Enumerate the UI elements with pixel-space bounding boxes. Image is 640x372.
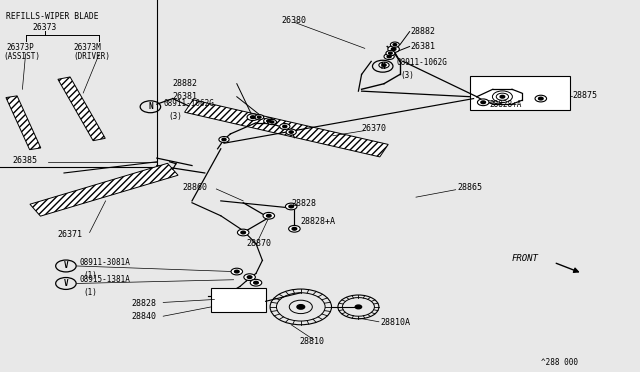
Circle shape [285, 203, 297, 210]
Circle shape [267, 120, 271, 122]
Circle shape [264, 118, 274, 124]
Circle shape [231, 268, 243, 275]
Text: ^288 000: ^288 000 [541, 358, 578, 367]
Polygon shape [30, 163, 178, 216]
Circle shape [492, 91, 513, 103]
Circle shape [477, 99, 489, 106]
Circle shape [390, 42, 399, 47]
Text: 28828: 28828 [292, 199, 317, 208]
Polygon shape [184, 100, 388, 157]
Circle shape [283, 125, 287, 128]
Text: 08911-3081A: 08911-3081A [79, 258, 130, 267]
Circle shape [247, 276, 252, 279]
Circle shape [289, 205, 294, 208]
Polygon shape [58, 77, 105, 141]
Circle shape [250, 279, 262, 286]
Text: FRONT: FRONT [512, 254, 539, 263]
Circle shape [255, 115, 264, 120]
Circle shape [270, 121, 274, 123]
Text: 26385: 26385 [13, 156, 38, 165]
Circle shape [266, 214, 271, 217]
Circle shape [387, 55, 391, 58]
Text: REFILLS-WIPER BLADE: REFILLS-WIPER BLADE [6, 12, 99, 21]
Circle shape [289, 131, 293, 133]
Circle shape [241, 231, 246, 234]
Circle shape [250, 116, 255, 119]
Circle shape [388, 46, 399, 52]
Text: 28810: 28810 [300, 337, 324, 346]
Circle shape [355, 305, 362, 309]
Circle shape [247, 114, 259, 121]
Circle shape [292, 227, 297, 230]
Text: 26381: 26381 [411, 42, 436, 51]
Text: 28828: 28828 [131, 299, 156, 308]
Text: N: N [380, 62, 385, 71]
Text: 08911-1062G: 08911-1062G [164, 99, 214, 108]
Text: (ASSIST): (ASSIST) [3, 52, 40, 61]
Circle shape [391, 48, 396, 51]
Text: 26381: 26381 [173, 92, 198, 101]
Circle shape [384, 54, 394, 60]
Text: 28882: 28882 [411, 27, 436, 36]
Circle shape [386, 51, 395, 56]
Text: V: V [63, 279, 68, 288]
Bar [211, 288, 266, 312]
Text: 26373: 26373 [33, 23, 57, 32]
Text: 28840: 28840 [131, 312, 156, 321]
Polygon shape [6, 96, 41, 150]
Text: 28875: 28875 [573, 92, 598, 100]
Circle shape [222, 138, 226, 141]
Text: (3): (3) [401, 71, 415, 80]
Text: (DRIVER): (DRIVER) [74, 52, 111, 61]
Text: V: V [63, 262, 68, 270]
Text: 08911-1062G: 08911-1062G [396, 58, 447, 67]
Bar [470, 76, 570, 110]
Text: (1): (1) [84, 288, 98, 297]
Circle shape [257, 116, 261, 118]
Text: 28828+A: 28828+A [301, 217, 336, 226]
Circle shape [234, 270, 239, 273]
Text: 28828+A: 28828+A [490, 100, 522, 109]
Circle shape [286, 129, 296, 135]
Text: 28882: 28882 [173, 79, 198, 88]
Text: 28860: 28860 [182, 183, 207, 192]
Text: N: N [148, 102, 153, 111]
Circle shape [481, 101, 486, 104]
Text: 26371: 26371 [58, 230, 83, 239]
Text: 26380: 26380 [282, 16, 307, 25]
Circle shape [237, 229, 249, 236]
Text: (1): (1) [84, 271, 98, 280]
Circle shape [263, 212, 275, 219]
Text: 26373P: 26373P [6, 43, 34, 52]
Text: 28865: 28865 [458, 183, 483, 192]
Circle shape [289, 225, 300, 232]
Circle shape [393, 44, 397, 46]
Text: 28810A: 28810A [381, 318, 411, 327]
Circle shape [244, 274, 255, 280]
Circle shape [379, 62, 389, 68]
Circle shape [297, 305, 305, 309]
Circle shape [538, 97, 543, 100]
Circle shape [388, 52, 392, 54]
Text: (3): (3) [168, 112, 182, 121]
Text: 26370: 26370 [362, 124, 387, 133]
Circle shape [268, 119, 276, 125]
Circle shape [280, 124, 290, 129]
Circle shape [535, 95, 547, 102]
Circle shape [382, 64, 386, 66]
Text: 26373M: 26373M [74, 43, 101, 52]
Circle shape [219, 137, 229, 142]
Circle shape [253, 281, 259, 284]
Text: 08915-1381A: 08915-1381A [79, 275, 130, 284]
Text: 28870: 28870 [246, 239, 271, 248]
Circle shape [500, 95, 505, 98]
